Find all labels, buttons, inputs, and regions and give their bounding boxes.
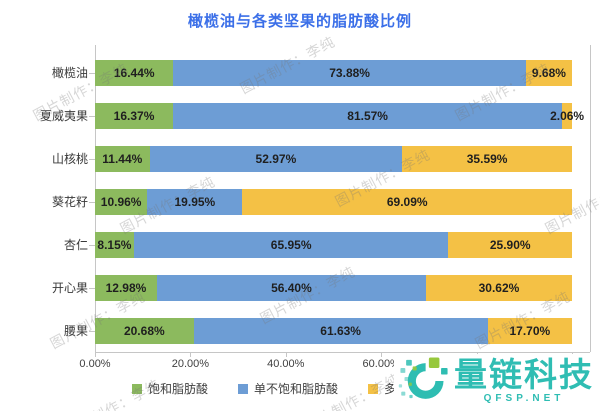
y-axis-tick bbox=[89, 331, 95, 332]
bar-segment-value: 16.44% bbox=[113, 66, 155, 80]
x-axis-tick-label: 0.00% bbox=[79, 358, 111, 370]
bar-row: 8.15% 65.95% 25.90% bbox=[95, 232, 572, 258]
y-axis-tick bbox=[89, 202, 95, 203]
bar-row: 10.96% 19.95% 69.09% bbox=[95, 189, 572, 215]
category-label: 山核桃 bbox=[51, 152, 88, 166]
bar-row: 16.37% 81.57% 2.06% bbox=[95, 103, 584, 129]
bar-segment bbox=[242, 189, 572, 215]
brand-name: 量链科技 bbox=[454, 356, 594, 393]
bar-row: 16.44% 73.88% 9.68% bbox=[95, 60, 572, 86]
legend-label: 饱和脂肪酸 bbox=[147, 382, 208, 396]
bar-segment-value: 20.68% bbox=[123, 324, 165, 338]
x-axis-tick bbox=[95, 352, 96, 357]
bar-segment-value: 52.97% bbox=[255, 152, 297, 166]
bar-segment bbox=[425, 275, 572, 301]
y-axis-tick bbox=[89, 245, 95, 246]
bar-segment bbox=[173, 60, 526, 86]
bar-segment bbox=[173, 103, 563, 129]
brand-logo-text: 量链科技 QFSP.NET bbox=[454, 356, 594, 405]
bar-segment-value: 11.44% bbox=[102, 152, 143, 166]
y-axis-tick bbox=[89, 116, 95, 117]
category-label: 葵花籽 bbox=[51, 195, 88, 209]
bar-segment bbox=[147, 189, 243, 215]
plot-right-border bbox=[590, 45, 591, 352]
brand-logo: 量链科技 QFSP.NET bbox=[394, 354, 596, 408]
bar-segment bbox=[156, 275, 426, 301]
y-axis-tick bbox=[89, 288, 95, 289]
bar-row: 12.98% 56.40% 30.62% bbox=[95, 275, 572, 301]
bar-segment-value: 9.68% bbox=[531, 66, 566, 80]
bar-segment bbox=[487, 318, 573, 344]
legend-item: 饱和脂肪酸 bbox=[131, 380, 208, 397]
x-axis-tick-label: 60.00% bbox=[362, 358, 400, 370]
bar-segment bbox=[95, 103, 174, 129]
category-label: 开心果 bbox=[51, 281, 88, 295]
bar-segment-value: 25.90% bbox=[489, 238, 531, 252]
bar-segment-value: 16.37% bbox=[113, 109, 155, 123]
bar-segment-value: 10.96% bbox=[100, 195, 142, 209]
bar-segment bbox=[95, 275, 157, 301]
bar-segment bbox=[525, 60, 572, 86]
bar-segment bbox=[95, 146, 150, 172]
bar-row: 20.68% 61.63% 17.70% bbox=[95, 318, 573, 344]
bar-segment-value: 19.95% bbox=[174, 195, 216, 209]
bar-segment bbox=[133, 232, 449, 258]
legend-swatch-icon bbox=[368, 383, 378, 394]
category-label: 杏仁 bbox=[63, 238, 88, 252]
category-label: 夏威夷果 bbox=[39, 109, 88, 123]
bar-segment-value: 30.62% bbox=[478, 281, 520, 295]
legend-swatch-icon bbox=[237, 383, 248, 394]
category-label: 腰果 bbox=[63, 324, 88, 338]
bar-segment bbox=[95, 189, 148, 215]
bar-segment-value: 65.95% bbox=[270, 238, 312, 252]
x-axis-tick bbox=[381, 352, 383, 357]
bar-segment bbox=[193, 318, 488, 344]
bar-segment-value: 8.15% bbox=[97, 238, 132, 252]
bar-segment bbox=[448, 232, 572, 258]
bar-segment-value: 69.09% bbox=[386, 195, 428, 209]
bar-segment-value: 35.59% bbox=[466, 152, 508, 166]
legend-swatch-icon bbox=[131, 383, 142, 394]
x-axis-line bbox=[95, 352, 590, 353]
x-axis-tick-label: 20.00% bbox=[171, 358, 210, 370]
category-label: 橄榄油 bbox=[51, 66, 88, 80]
bar-segment bbox=[95, 232, 134, 258]
chart-title: 橄榄油与各类坚果的脂肪酸比例 bbox=[187, 13, 412, 30]
bar-segment bbox=[95, 60, 174, 86]
bar-segment bbox=[562, 103, 572, 129]
bar-segment-value: 17.70% bbox=[509, 324, 551, 338]
legend-item: 单不饱和脂肪酸 bbox=[237, 380, 338, 397]
bar-segment-value: 12.98% bbox=[105, 281, 147, 295]
legend-label: 单不饱和脂肪酸 bbox=[253, 382, 338, 396]
bar-segment-value: 56.40% bbox=[271, 281, 312, 295]
bar-segment-value: 73.88% bbox=[329, 66, 370, 80]
bar-row: 11.44% 52.97% 35.59% bbox=[95, 146, 572, 172]
bar-segment bbox=[149, 146, 403, 172]
bar-segment-value: 61.63% bbox=[320, 324, 361, 338]
bar-segment-value: 81.57% bbox=[347, 109, 388, 123]
x-axis-tick-label: 40.00% bbox=[267, 358, 305, 370]
y-axis-tick bbox=[89, 159, 95, 160]
y-axis-tick bbox=[89, 73, 95, 74]
bar-segment-value: 2.06% bbox=[550, 109, 585, 123]
brand-logo-icon bbox=[398, 357, 448, 399]
x-axis-tick bbox=[285, 352, 287, 357]
bar-segment bbox=[402, 146, 572, 172]
brand-url: QFSP.NET bbox=[483, 393, 565, 404]
x-axis-tick bbox=[190, 352, 192, 357]
bar-segment bbox=[95, 318, 194, 344]
